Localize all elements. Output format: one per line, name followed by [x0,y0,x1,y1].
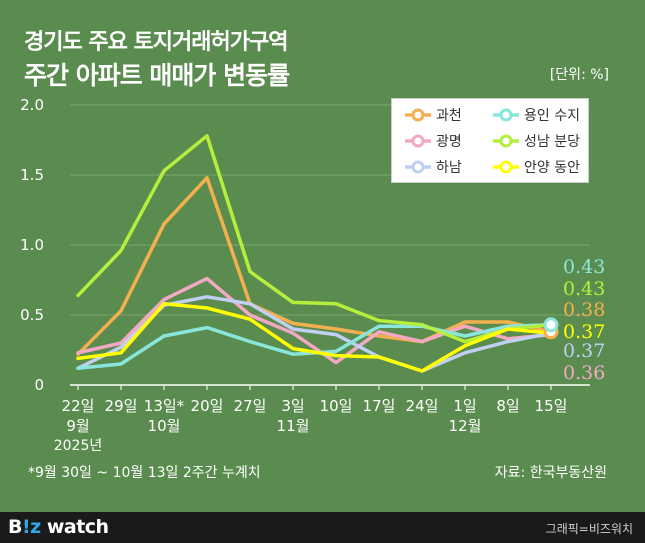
chart-card: 경기도 주요 토지거래허가구역 주간 아파트 매매가 변동률 [단위: %] 0… [20,30,609,481]
legend-label: 과천 [436,108,462,124]
legend-label: 용인 수지 [524,108,580,124]
x-tick-label: 22일 [62,397,95,415]
legend-swatch-icon [493,160,519,174]
x-tick-label: 15일 [535,397,568,415]
legend-item: 성남 분당 [492,131,580,151]
legend-item: 과천 [404,105,462,125]
legend-swatch-icon [493,134,519,148]
legend-label: 하남 [436,160,462,176]
end-value-label: 0.43 [563,256,605,278]
legend-label: 안양 동안 [524,160,580,176]
x-tick-label: 3일 [281,397,304,415]
x-tick-sublabel: 11월 [277,417,310,435]
legend-swatch-icon [405,134,431,148]
x-tick-year-label: 2025년 [54,438,103,454]
legend-swatch-icon [405,160,431,174]
x-tick-label: 1일 [453,397,476,415]
footnote: *9월 30일 ~ 10월 13일 2주간 누계치 [28,465,261,481]
legend-label: 광명 [436,134,462,150]
line-chart: 0 0.5 1.0 1.5 2.0 22일 9월 2025년 29일 13일* 10월 20일 27일 3… [20,96,605,454]
series-line-과천 [76,176,553,356]
x-tick-sublabel: 10월 [148,417,181,435]
x-tick-label: 13일* [144,397,185,415]
end-value-label: 0.37 [563,321,605,343]
legend-swatch-icon [493,108,519,122]
x-tick-sublabel: 12월 [449,417,482,435]
end-value-label: 0.38 [563,299,605,321]
y-tick-label: 1.5 [20,166,44,184]
x-tick-label: 24일 [406,397,439,415]
end-value-label: 0.36 [563,362,605,384]
y-tick-label: 2.0 [20,96,44,114]
x-tick-label: 8일 [496,397,519,415]
end-marker-용인 수지 [543,317,559,333]
legend-item: 안양 동안 [492,157,580,177]
legend-label: 성남 분당 [524,134,580,150]
series-line-광명 [76,276,553,365]
series-line-안양 동안 [76,302,553,373]
legend-swatch-icon [405,108,431,122]
end-value-label: 0.37 [563,340,605,362]
end-value-label: 0.43 [563,278,605,300]
y-tick-label: 0 [34,376,44,394]
source-note: 자료: 한국부동산원 [494,465,607,481]
x-tick-label: 10일 [320,397,353,415]
y-tick-label: 0.5 [20,306,44,324]
chart-title-line1: 경기도 주요 토지거래허가구역 [24,30,288,55]
legend-item: 광명 [404,131,462,151]
unit-label: [단위: %] [549,67,609,83]
legend-item: 용인 수지 [492,105,580,125]
footer-bar: B!z watch 그래픽=비즈워치 [0,512,645,543]
x-tick-label: 27일 [234,397,267,415]
x-tick-label: 20일 [191,397,224,415]
chart-title-line2: 주간 아파트 매매가 변동률 [24,61,290,90]
x-tick-sublabel: 9월 [66,417,89,435]
graphic-credit: 그래픽=비즈워치 [545,522,633,536]
y-tick-label: 1.0 [20,236,44,254]
x-tick-label: 29일 [105,397,138,415]
series-line-성남 분당 [76,134,553,344]
legend-item: 하남 [404,157,462,177]
x-tick-label: 17일 [363,397,396,415]
brand-logo[interactable]: B!z watch [8,516,109,538]
